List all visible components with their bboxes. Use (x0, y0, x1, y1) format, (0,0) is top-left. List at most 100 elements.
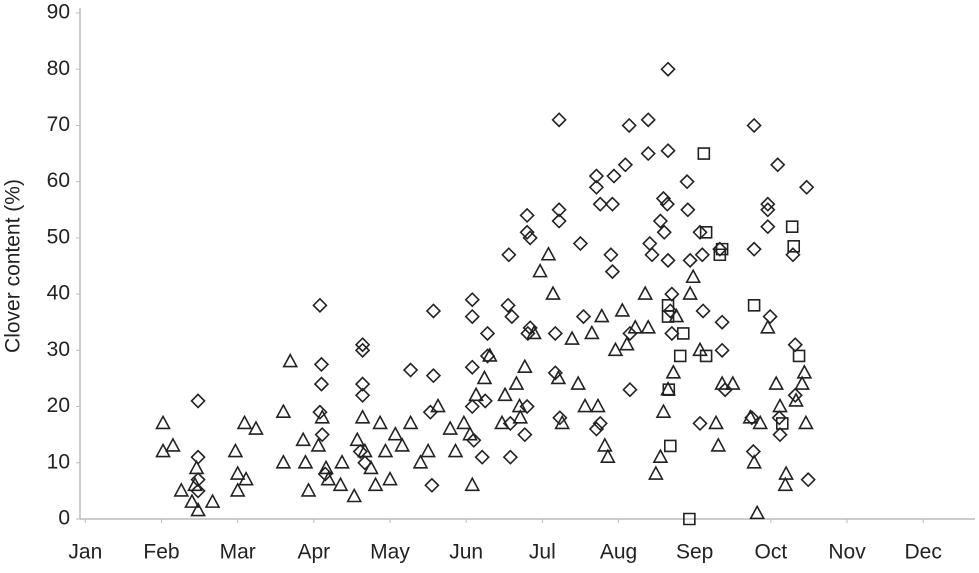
point (508, 375, 525, 390)
point (614, 302, 631, 317)
point (724, 375, 741, 390)
point (715, 242, 729, 256)
point (710, 437, 727, 452)
point (746, 454, 762, 469)
point (551, 112, 567, 128)
point (204, 493, 221, 508)
point (622, 382, 638, 398)
point (604, 263, 621, 280)
point (590, 397, 606, 413)
point (752, 414, 769, 430)
point (600, 448, 616, 463)
x-tick-label: Jun (449, 541, 483, 564)
point (479, 325, 496, 342)
point (682, 285, 698, 300)
point (447, 442, 464, 458)
point (607, 341, 624, 357)
point (512, 409, 529, 424)
point (295, 431, 312, 447)
point (522, 230, 538, 246)
point (190, 393, 206, 409)
point (742, 409, 759, 424)
point (314, 427, 330, 443)
point (425, 368, 442, 384)
point (282, 352, 299, 368)
point (372, 414, 388, 430)
point (468, 386, 484, 402)
point (552, 410, 568, 426)
point (697, 147, 711, 160)
point (430, 397, 446, 413)
point (664, 439, 677, 453)
x-tick-label: Mar (220, 541, 256, 564)
point (695, 303, 711, 319)
point (747, 299, 761, 312)
point (497, 386, 513, 402)
point (190, 483, 206, 499)
point (699, 225, 713, 239)
y-tick-label: 0 (58, 507, 70, 530)
point (796, 364, 813, 379)
point (592, 415, 608, 432)
point (800, 472, 816, 488)
point (768, 375, 785, 390)
point (300, 482, 317, 497)
point (622, 325, 638, 342)
point (462, 425, 478, 441)
point (187, 476, 203, 492)
point (564, 330, 580, 345)
y-tick-label: 10 (47, 450, 70, 473)
point (332, 476, 349, 492)
point (466, 432, 482, 448)
point (354, 342, 371, 358)
point (297, 454, 314, 469)
point (644, 247, 660, 263)
point (661, 310, 675, 323)
point (771, 410, 787, 426)
point (662, 303, 678, 319)
point (532, 262, 548, 278)
point (662, 383, 676, 396)
point (785, 220, 799, 233)
point (596, 437, 613, 452)
point (778, 465, 794, 480)
point (349, 431, 366, 447)
point (334, 454, 350, 469)
point (551, 202, 567, 218)
x-tick-label: Nov (828, 541, 866, 564)
point (236, 414, 253, 430)
point (714, 314, 730, 330)
point (238, 470, 254, 486)
point (770, 157, 786, 173)
y-tick-label: 30 (47, 338, 70, 361)
point (248, 420, 264, 435)
point (229, 482, 246, 497)
point (424, 477, 440, 493)
point (642, 235, 658, 252)
point (346, 487, 363, 503)
point (640, 112, 656, 128)
point (464, 476, 481, 492)
point (673, 349, 687, 363)
point (640, 319, 657, 334)
point (352, 443, 368, 460)
point (648, 465, 664, 480)
point (759, 319, 776, 334)
y-tick-label: 80 (47, 57, 70, 80)
point (664, 325, 680, 342)
point (762, 308, 778, 325)
point (692, 224, 708, 240)
point (760, 219, 776, 235)
point (577, 397, 593, 413)
point (699, 349, 713, 363)
y-tick-label: 40 (47, 282, 70, 305)
point (502, 449, 518, 465)
point (665, 364, 682, 379)
point (685, 268, 702, 284)
x-tick-label: Feb (143, 541, 179, 564)
point (545, 285, 561, 300)
point (655, 403, 672, 418)
point (799, 179, 815, 195)
